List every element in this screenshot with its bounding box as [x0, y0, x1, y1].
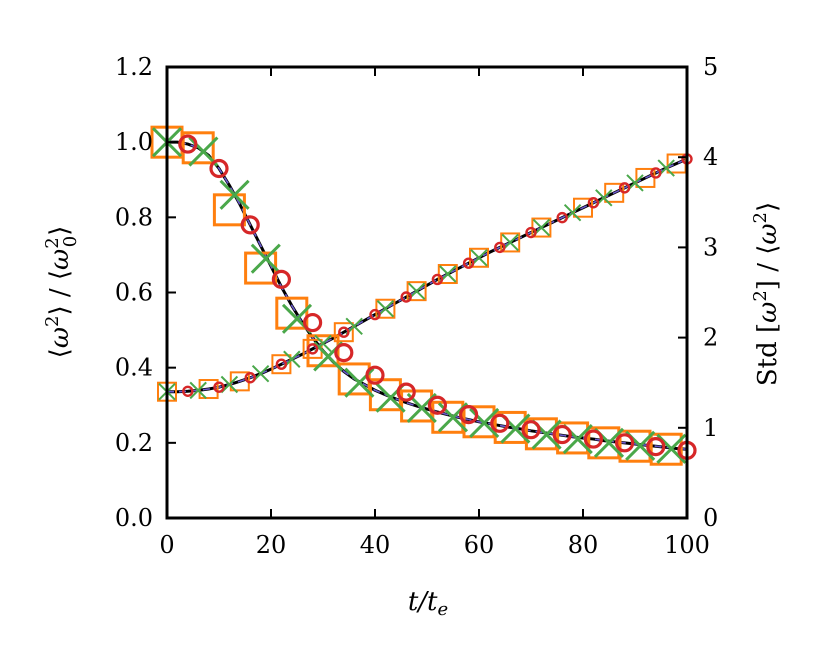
- square-marker-left: [275, 296, 309, 330]
- circle-marker-right: [244, 372, 256, 384]
- x-tick-label: 80: [568, 531, 599, 559]
- y-right-tick-label: 1: [703, 414, 718, 442]
- circle-marker-left: [459, 405, 479, 425]
- circle-marker-left: [552, 424, 572, 445]
- circle-marker-left: [365, 365, 385, 385]
- circle-marker-left: [334, 343, 354, 363]
- circle-marker-right: [400, 291, 412, 303]
- y-right-tick-label: 4: [703, 143, 718, 171]
- circle-marker-right: [306, 343, 319, 355]
- y-left-axis-title: ⟨ω2⟩ / ⟨ω20⟩: [42, 226, 81, 359]
- x-tick-label: 60: [464, 531, 495, 559]
- x-marker-right: [189, 381, 207, 400]
- circle-marker-left: [583, 429, 604, 449]
- y-left-tick-label: 0.2: [115, 429, 153, 457]
- y-left-tick-label: 1.2: [115, 53, 153, 81]
- circle-marker-left: [178, 134, 198, 154]
- svg-text:t/te: t/te: [408, 587, 448, 620]
- circle-marker-left: [614, 433, 635, 453]
- y-right-tick-label: 3: [703, 233, 718, 261]
- x-tick-label: 100: [664, 531, 710, 559]
- square-marker-left: [649, 432, 683, 466]
- y-right-axis-title: Std [ω2] / ⟨ω2⟩: [750, 202, 783, 386]
- circle-marker-right: [650, 167, 662, 179]
- y-left-tick-label: 0.0: [115, 504, 153, 532]
- square-marker-right: [333, 322, 354, 343]
- circle-marker-left: [646, 436, 666, 457]
- circle-marker-left: [303, 312, 323, 333]
- circle-marker-right: [494, 241, 506, 254]
- square-marker-left: [212, 193, 246, 227]
- circle-marker-left: [521, 420, 541, 440]
- marker-layer: [150, 125, 697, 466]
- x-tick-label: 20: [256, 531, 287, 559]
- circle-marker-left: [209, 158, 229, 179]
- circle-marker-left: [396, 382, 416, 402]
- y-left-tick-label: 0.8: [115, 203, 153, 231]
- x-tick-label: 0: [159, 531, 174, 559]
- square-marker-right: [271, 354, 292, 375]
- x-marker-left: [250, 243, 281, 274]
- y-right-tick-label: 5: [703, 53, 718, 81]
- circle-marker-left: [240, 215, 260, 235]
- circle-marker-right: [462, 257, 475, 269]
- y-left-tick-label: 0.6: [115, 279, 153, 307]
- circle-marker-right: [369, 308, 381, 321]
- y-right-tick-label: 0: [703, 504, 718, 532]
- circle-marker-right: [275, 358, 288, 370]
- x-marker-left: [469, 407, 500, 438]
- circle-marker-left: [490, 413, 510, 433]
- x-marker-left: [219, 179, 250, 210]
- y-left-tick-label: 0.4: [115, 354, 153, 382]
- circle-marker-right: [556, 211, 568, 224]
- square-marker-right: [375, 298, 396, 319]
- x-axis-title: t/te: [408, 587, 448, 620]
- tick-layer: [166, 66, 688, 519]
- circle-marker-right: [618, 182, 631, 194]
- square-marker-left: [181, 131, 215, 165]
- circle-marker-right: [587, 197, 600, 209]
- plot-frame: [165, 65, 689, 520]
- circle-marker-right: [525, 226, 537, 239]
- y-left-tick-label: 1.0: [115, 128, 153, 156]
- square-marker-right: [406, 281, 427, 302]
- circle-marker-right: [182, 385, 194, 397]
- svg-text:⟨ω2⟩ / ⟨ω20⟩: ⟨ω2⟩ / ⟨ω20⟩: [42, 226, 81, 359]
- label-layer: 0 20 40 60 80 100 0.0 0.2 0.4 0.6 0.8 1.0 1.2 0 1 2 3 4 5: [115, 53, 718, 559]
- x-marker-right: [220, 375, 239, 394]
- y-right-tick-label: 2: [703, 324, 718, 352]
- x-tick-label: 40: [360, 531, 391, 559]
- circle-marker-right: [338, 326, 350, 338]
- circle-marker-right: [213, 381, 225, 393]
- circle-marker-right: [431, 273, 444, 286]
- circle-marker-left: [271, 269, 291, 289]
- svg-text:Std [ω2] / ⟨ω2⟩: Std [ω2] / ⟨ω2⟩: [750, 202, 783, 386]
- circle-marker-left: [427, 395, 447, 415]
